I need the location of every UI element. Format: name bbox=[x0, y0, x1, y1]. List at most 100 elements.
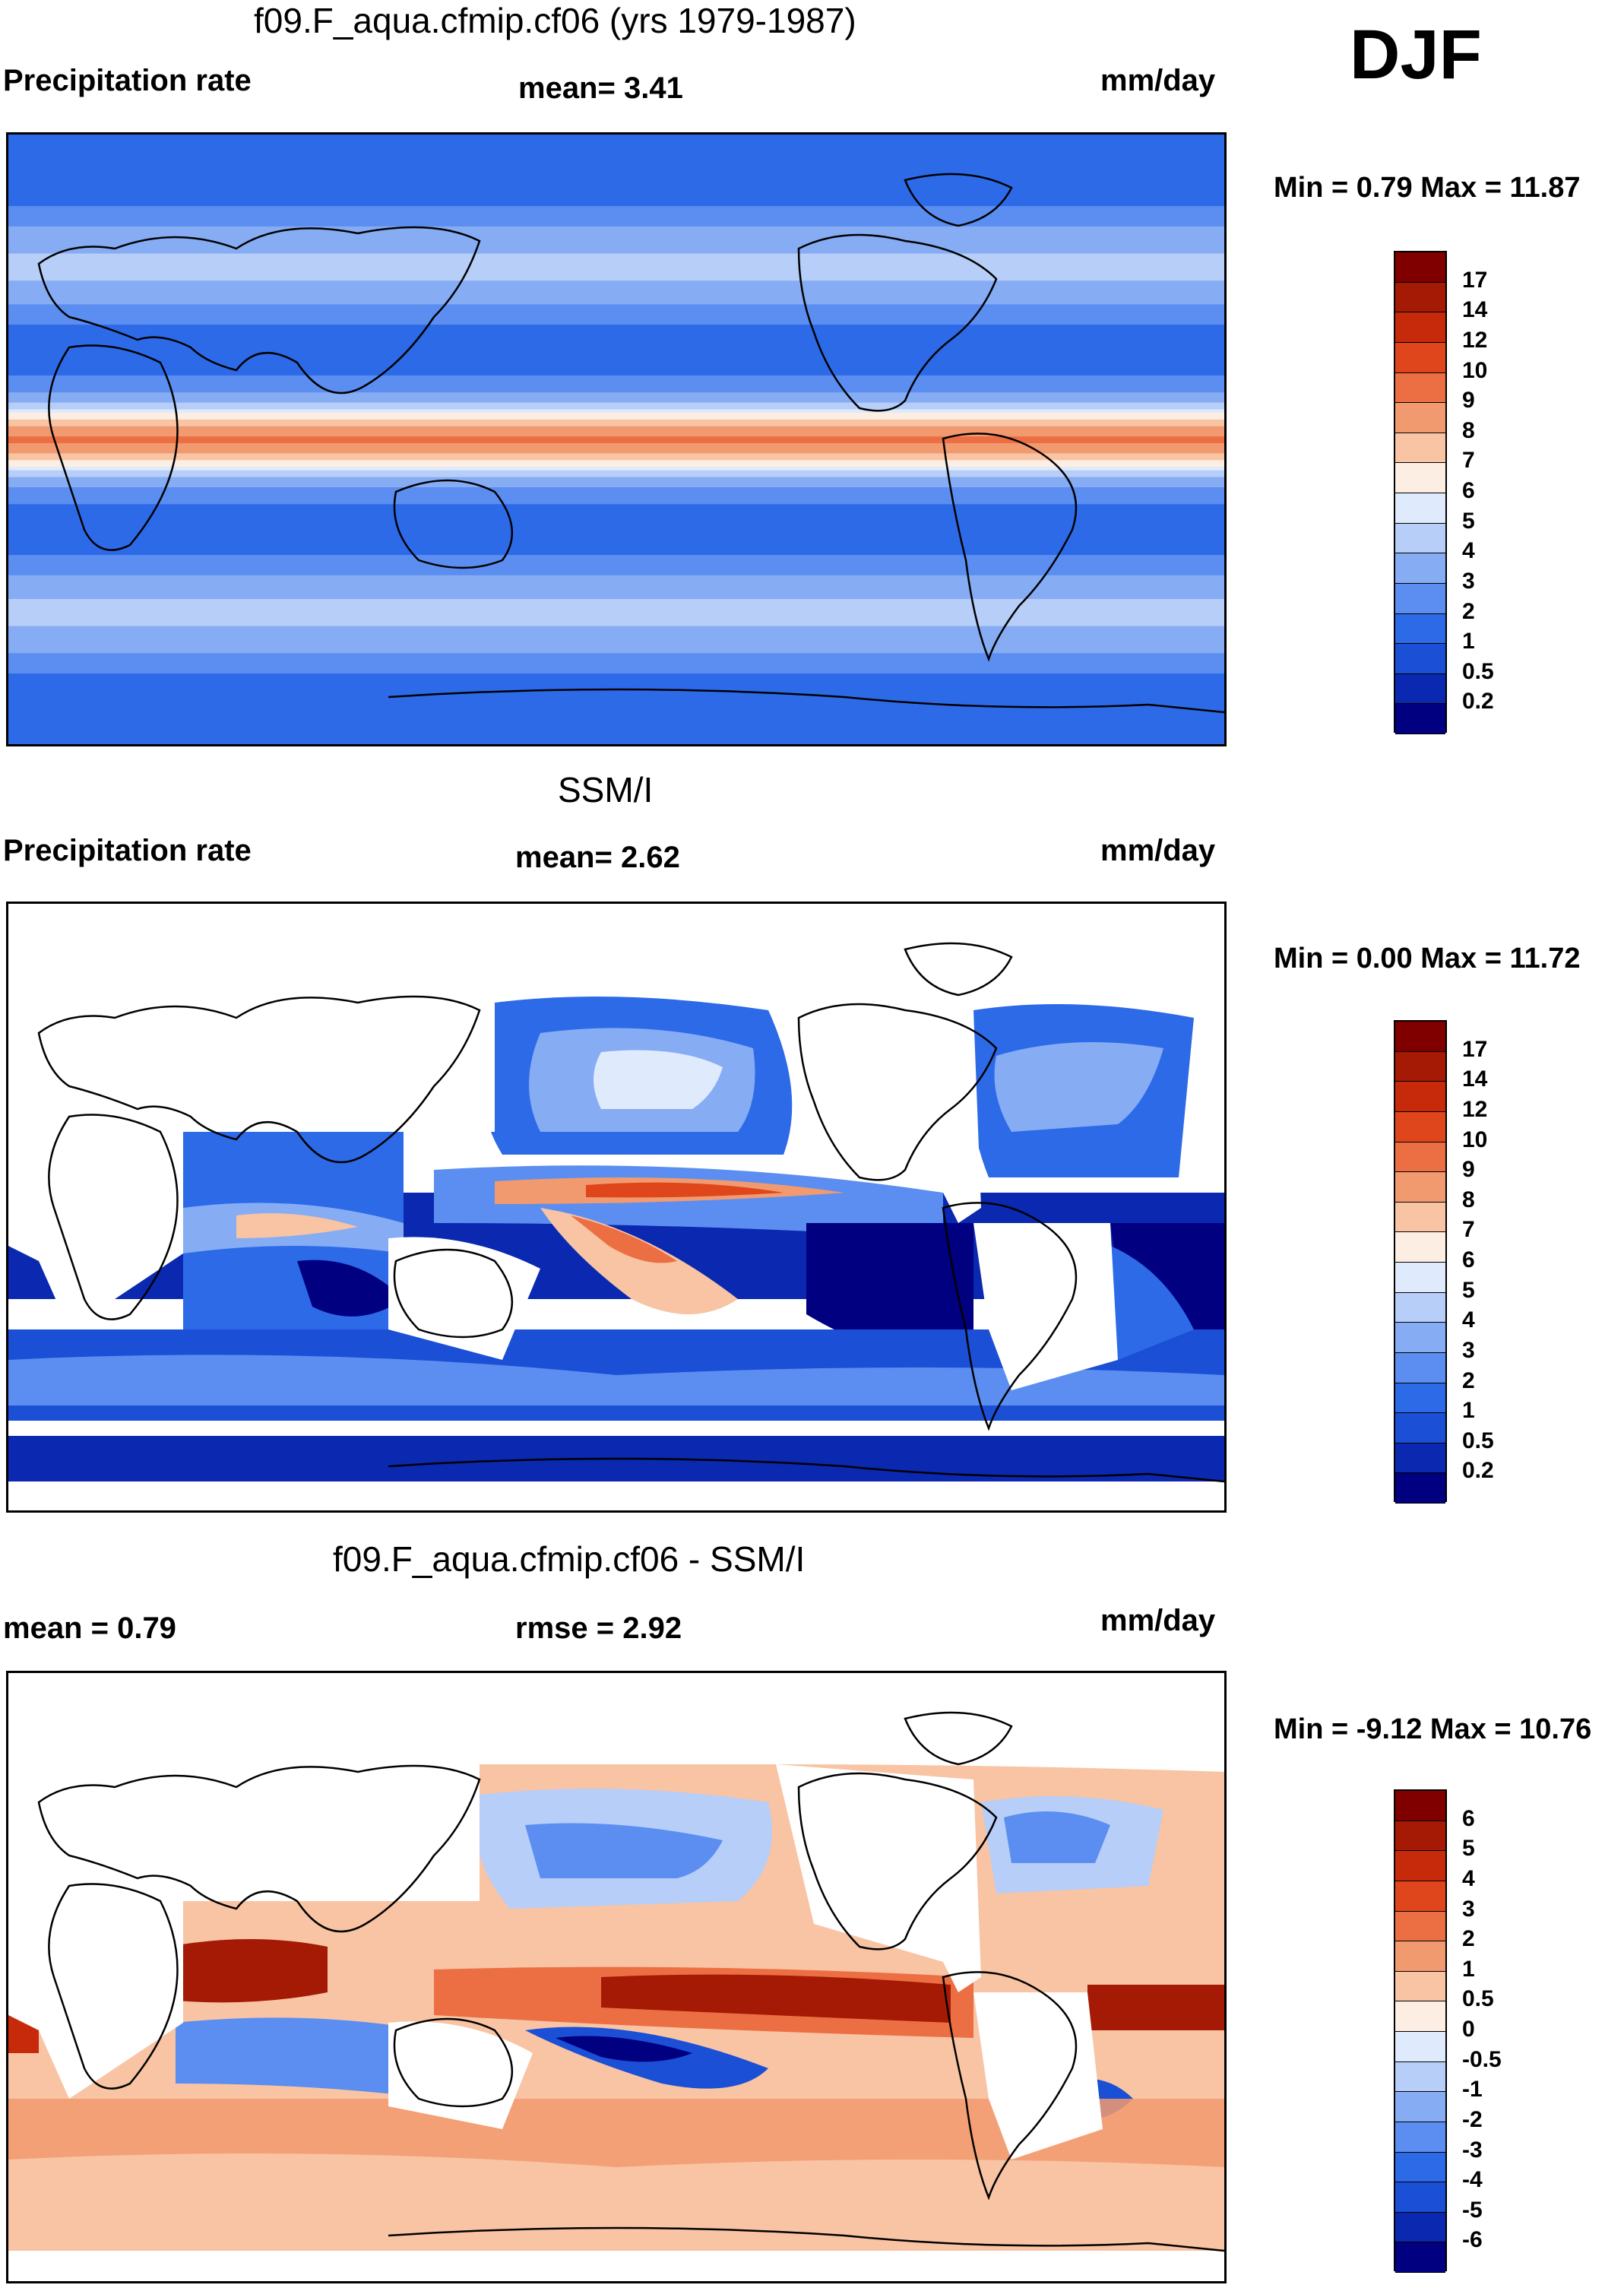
precip-band bbox=[8, 138, 1224, 142]
precip-band bbox=[8, 219, 1224, 223]
precip-band bbox=[8, 459, 1224, 464]
precip-band bbox=[8, 371, 1224, 376]
precip-band bbox=[8, 517, 1224, 521]
colorbar-3-box-8 bbox=[1395, 2001, 1445, 2032]
precip-band bbox=[8, 551, 1224, 556]
precip-band bbox=[8, 354, 1224, 359]
coastline bbox=[48, 1114, 179, 1320]
precip-band bbox=[8, 212, 1224, 217]
precip-band bbox=[8, 632, 1224, 637]
coastline bbox=[37, 1764, 481, 1933]
panel-1-min-max: Min = 0.79 Max = 11.87 bbox=[1274, 172, 1581, 204]
coastline bbox=[48, 344, 179, 551]
colorbar-1-label: 8 bbox=[1462, 417, 1475, 443]
precip-band bbox=[8, 284, 1224, 288]
precip-band bbox=[8, 185, 1224, 189]
precip-band bbox=[8, 635, 1224, 640]
precip-band bbox=[8, 706, 1224, 711]
coastline bbox=[942, 1971, 1078, 2201]
colorbar-3-box-13 bbox=[1395, 1851, 1445, 1881]
precip-band bbox=[8, 391, 1224, 396]
colorbar-1-box-8 bbox=[1395, 463, 1445, 493]
precip-band bbox=[8, 740, 1224, 744]
colorbar-1-box-0 bbox=[1395, 704, 1445, 734]
precip-band bbox=[8, 598, 1224, 603]
precip-band bbox=[8, 683, 1224, 687]
precip-band bbox=[8, 378, 1224, 382]
coastline bbox=[393, 1248, 514, 1339]
coastline bbox=[797, 1003, 998, 1181]
precip-band bbox=[8, 263, 1224, 268]
colorbar-3-label: -3 bbox=[1462, 2137, 1483, 2163]
precip-band bbox=[8, 375, 1224, 379]
colorbar-1-label: 7 bbox=[1462, 448, 1475, 474]
precip-band bbox=[8, 591, 1224, 596]
precip-band bbox=[8, 470, 1224, 474]
colorbar-1-box-13 bbox=[1395, 312, 1445, 343]
precip-band bbox=[8, 198, 1224, 203]
precip-band bbox=[8, 585, 1224, 589]
colorbar-1-box-3 bbox=[1395, 613, 1445, 645]
precip-band bbox=[8, 486, 1224, 491]
precip-band bbox=[8, 246, 1224, 251]
precip-band bbox=[8, 649, 1224, 654]
precip-band bbox=[8, 385, 1224, 389]
precip-band bbox=[8, 205, 1224, 210]
precip-band bbox=[8, 561, 1224, 566]
coastline bbox=[942, 1202, 1078, 1431]
precip-band bbox=[8, 361, 1224, 366]
precip-band bbox=[8, 466, 1224, 471]
precip-band bbox=[8, 222, 1224, 227]
precip-band bbox=[8, 321, 1224, 325]
colorbar-3-label: 4 bbox=[1462, 1865, 1475, 1891]
colorbar-2-box-12 bbox=[1395, 1111, 1445, 1142]
precip-band bbox=[8, 368, 1224, 372]
precip-band bbox=[8, 324, 1224, 328]
colorbar-3-box-7 bbox=[1395, 2032, 1445, 2062]
colorbar-2-box-4 bbox=[1395, 1352, 1445, 1383]
precip-band bbox=[8, 209, 1224, 214]
panel-1-left-label: Precipitation rate bbox=[3, 64, 252, 97]
precip-band bbox=[8, 277, 1224, 281]
colorbar-1-box-1 bbox=[1395, 673, 1445, 705]
colorbar-2-box-0 bbox=[1395, 1473, 1445, 1504]
precip-band bbox=[8, 463, 1224, 467]
precip-band bbox=[8, 161, 1224, 166]
precip-band bbox=[8, 429, 1224, 433]
colorbar-2-label: 14 bbox=[1462, 1066, 1488, 1092]
precip-band bbox=[8, 300, 1224, 305]
coastline bbox=[797, 233, 998, 412]
precip-band bbox=[8, 347, 1224, 352]
precip-band bbox=[8, 168, 1224, 173]
colorbar-3-label: -0.5 bbox=[1462, 2046, 1502, 2072]
precip-band bbox=[8, 412, 1224, 417]
precip-band bbox=[8, 700, 1224, 705]
colorbar-2-label: 7 bbox=[1462, 1217, 1475, 1243]
precip-band bbox=[8, 310, 1224, 315]
precip-band bbox=[8, 364, 1224, 369]
precip-band bbox=[8, 341, 1224, 345]
precip-band bbox=[8, 175, 1224, 179]
precip-band bbox=[8, 192, 1224, 196]
precip-band bbox=[8, 290, 1224, 295]
precip-band bbox=[8, 195, 1224, 200]
colorbar-3-box-2 bbox=[1395, 2182, 1445, 2213]
precip-band bbox=[8, 259, 1224, 264]
panel-3-min-max: Min = -9.12 Max = 10.76 bbox=[1274, 1713, 1592, 1745]
precip-band bbox=[8, 382, 1224, 386]
precip-band bbox=[8, 645, 1224, 650]
precip-band bbox=[8, 588, 1224, 593]
colorbar-1-box-7 bbox=[1395, 493, 1445, 524]
precip-band bbox=[8, 477, 1224, 481]
colorbar-3-label: -4 bbox=[1462, 2167, 1483, 2193]
precip-band bbox=[8, 514, 1224, 518]
colorbar-3-label: 0.5 bbox=[1462, 1986, 1494, 2012]
precip-band bbox=[8, 229, 1224, 233]
precip-band bbox=[8, 270, 1224, 274]
colorbar-1-label: 6 bbox=[1462, 478, 1475, 503]
colorbar-1-box-11 bbox=[1395, 372, 1445, 404]
colorbar-2-label: 0.5 bbox=[1462, 1428, 1494, 1453]
precip-band bbox=[8, 178, 1224, 182]
colorbar-2-box-5 bbox=[1395, 1323, 1445, 1353]
coastline bbox=[388, 688, 1224, 714]
